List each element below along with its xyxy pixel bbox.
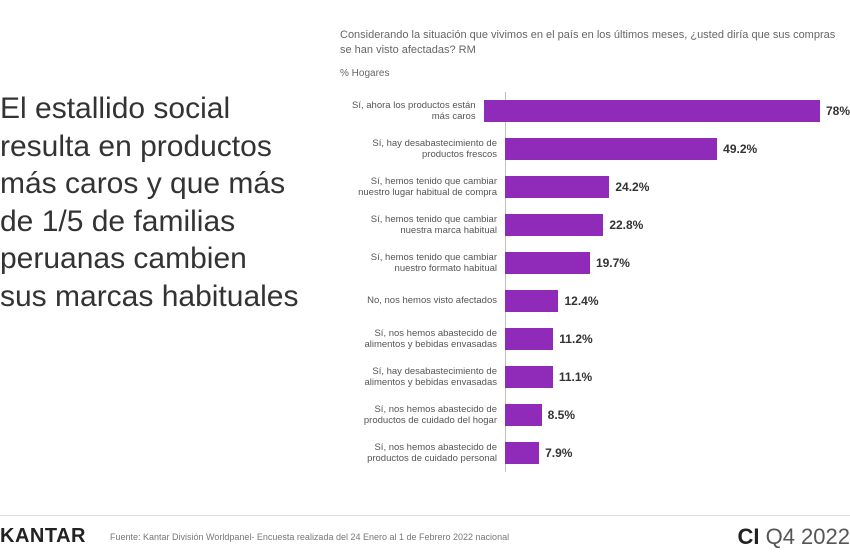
bar-value: 8.5%: [548, 408, 575, 422]
bar-label: Sí, hay desabastecimiento de productos f…: [340, 138, 505, 161]
bar: [505, 176, 609, 198]
bar-track: 12.4%: [505, 290, 850, 312]
bar-label: Sí, hay desabastecimiento de alimentos y…: [340, 366, 505, 389]
bar: [505, 366, 553, 388]
period-strong: CI: [737, 524, 759, 549]
bar-track: 24.2%: [505, 176, 850, 198]
bar: [505, 328, 553, 350]
bar: [484, 100, 820, 122]
source-note: Fuente: Kantar División Worldpanel- Encu…: [110, 532, 509, 542]
bar: [505, 138, 717, 160]
chart-subtitle: % Hogares: [340, 68, 389, 79]
bar-row: Sí, hay desabastecimiento de productos f…: [340, 130, 850, 168]
bar-track: 11.1%: [505, 366, 850, 388]
bar: [505, 252, 590, 274]
bar-value: 22.8%: [609, 218, 643, 232]
bar-track: 78%: [484, 100, 850, 122]
footer: KANTAR Fuente: Kantar División Worldpane…: [0, 510, 850, 560]
bar-value: 11.2%: [559, 332, 592, 346]
bar: [505, 442, 539, 464]
bar-value: 11.1%: [559, 370, 592, 384]
bar-track: 19.7%: [505, 252, 850, 274]
bar: [505, 404, 542, 426]
headline: El estallido social resulta en productos…: [0, 90, 300, 315]
bar-value: 24.2%: [615, 180, 649, 194]
bar-track: 11.2%: [505, 328, 850, 350]
bar-track: 49.2%: [505, 138, 850, 160]
bar-value: 78%: [826, 104, 850, 118]
bar: [505, 290, 558, 312]
headline-block: El estallido social resulta en productos…: [0, 90, 310, 315]
bar-label: Sí, nos hemos abastecido de productos de…: [340, 442, 505, 465]
bar-row: Sí, nos hemos abastecido de productos de…: [340, 434, 850, 472]
bar-row: No, nos hemos visto afectados 12.4%: [340, 282, 850, 320]
period-rest: Q4 2022: [759, 524, 850, 549]
bar-label: No, nos hemos visto afectados: [340, 295, 505, 306]
bar-label: Sí, ahora los productos están más caros: [340, 100, 484, 123]
survey-question: Considerando la situación que vivimos en…: [340, 28, 840, 58]
bar-label: Sí, nos hemos abastecido de productos de…: [340, 404, 505, 427]
slide: El estallido social resulta en productos…: [0, 0, 850, 560]
bar-row: Sí, ahora los productos están más caros 7…: [340, 92, 850, 130]
bar-track: 22.8%: [505, 214, 850, 236]
bar-chart: Sí, ahora los productos están más caros 7…: [340, 92, 850, 472]
bar-row: Sí, hemos tenido que cambiar nuestro for…: [340, 244, 850, 282]
bar-value: 12.4%: [564, 294, 598, 308]
period-label: CI Q4 2022: [737, 524, 850, 550]
bar-value: 19.7%: [596, 256, 630, 270]
bar-track: 8.5%: [505, 404, 850, 426]
bar-label: Sí, hemos tenido que cambiar nuestra mar…: [340, 214, 505, 237]
bar-row: Sí, nos hemos abastecido de alimentos y …: [340, 320, 850, 358]
bar-track: 7.9%: [505, 442, 850, 464]
bar-row: Sí, hay desabastecimiento de alimentos y…: [340, 358, 850, 396]
bar: [505, 214, 603, 236]
bar-value: 49.2%: [723, 142, 757, 156]
brand-logo: KANTAR: [0, 525, 86, 548]
bar-value: 7.9%: [545, 446, 572, 460]
bar-label: Sí, nos hemos abastecido de alimentos y …: [340, 328, 505, 351]
bar-row: Sí, hemos tenido que cambiar nuestro lug…: [340, 168, 850, 206]
bar-label: Sí, hemos tenido que cambiar nuestro for…: [340, 252, 505, 275]
bar-row: Sí, hemos tenido que cambiar nuestra mar…: [340, 206, 850, 244]
bar-row: Sí, nos hemos abastecido de productos de…: [340, 396, 850, 434]
bar-label: Sí, hemos tenido que cambiar nuestro lug…: [340, 176, 505, 199]
